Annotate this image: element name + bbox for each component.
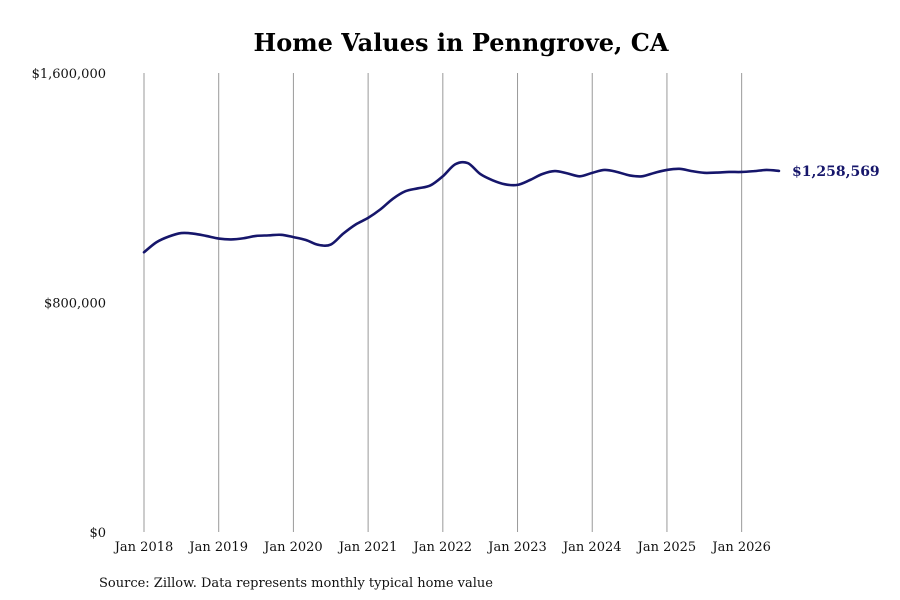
x-tick-label: Jan 2020 xyxy=(262,540,323,555)
x-tick-label: Jan 2021 xyxy=(337,540,398,555)
y-tick-label: $1,600,000 xyxy=(32,67,106,82)
x-tick-label: Jan 2024 xyxy=(561,540,622,555)
x-tick-label: Jan 2025 xyxy=(636,540,697,555)
source-note: Source: Zillow. Data represents monthly … xyxy=(99,576,493,591)
y-axis-ticks: $0 $800,000 $1,600,000 xyxy=(32,67,106,541)
y-tick-label: $800,000 xyxy=(44,297,106,312)
series-group xyxy=(142,160,781,254)
x-tick-label: Jan 2026 xyxy=(710,540,771,555)
x-tick-label: Jan 2022 xyxy=(412,540,473,555)
vertical-gridlines xyxy=(143,73,743,532)
x-tick-label: Jan 2019 xyxy=(187,540,248,555)
home-value-line xyxy=(142,160,781,254)
y-tick-label: $0 xyxy=(89,526,106,541)
x-tick-label: Jan 2023 xyxy=(486,540,547,555)
x-tick-label: Jan 2018 xyxy=(113,540,174,555)
x-axis-ticks: Jan 2018 Jan 2019 Jan 2020 Jan 2021 Jan 2022… xyxy=(113,540,771,555)
end-value-label: $1,258,569 xyxy=(792,164,880,180)
chart-title: Home Values in Penngrove, CA xyxy=(254,28,669,57)
